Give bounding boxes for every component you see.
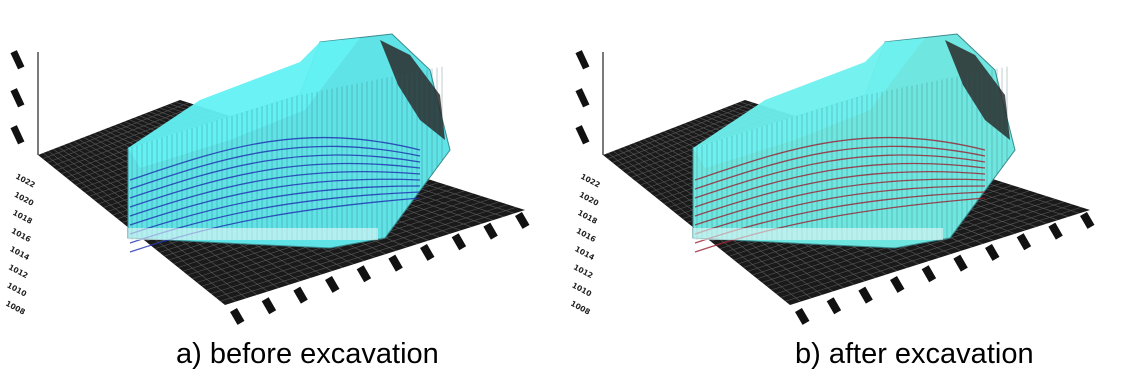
contour-lines <box>694 136 986 253</box>
y-tick-label: 1022 <box>14 172 37 190</box>
y-tick-label: 1022 <box>579 172 602 190</box>
figure-a: 1008 1010 1012 1014 1016 1018 1020 1022 a) befo… <box>0 0 560 380</box>
y-tick-label: 1016 <box>575 226 598 244</box>
y-tick-label: 1010 <box>570 281 593 299</box>
z-tick-label <box>575 88 590 108</box>
x-tick-mark <box>261 297 277 315</box>
terrain-top <box>128 38 360 168</box>
x-tick-mark <box>1048 222 1063 240</box>
x-tick-mark <box>293 286 308 304</box>
x-tick-mark <box>890 275 905 293</box>
y-tick-label: 1016 <box>10 226 33 244</box>
x-tick-mark <box>451 233 467 251</box>
x-tick-mark <box>483 222 498 240</box>
caption-a: a) before excavation <box>176 338 439 370</box>
x-tick-mark <box>230 307 245 325</box>
z-tick-label <box>575 50 590 70</box>
x-tick-mark <box>953 254 968 272</box>
y-tick-label: 1008 <box>569 299 592 317</box>
z-tick-label <box>10 88 25 108</box>
x-tick-mark <box>826 297 842 315</box>
x-tick-mark <box>1016 233 1032 251</box>
caption-b: b) after excavation <box>795 338 1034 370</box>
y-tick-label: 1018 <box>11 208 34 226</box>
excavation-face <box>380 40 445 140</box>
y-tick-label: 1018 <box>576 208 599 226</box>
excavation-face <box>945 40 1010 140</box>
x-tick-mark <box>858 286 873 304</box>
z-tick-label <box>10 125 25 145</box>
y-tick-label: 1014 <box>8 244 31 262</box>
terrain-base-edge <box>128 228 378 240</box>
x-tick-mark <box>388 254 403 272</box>
x-tick-mark <box>515 211 530 229</box>
x-tick-mark <box>795 307 810 325</box>
x-tick-mark <box>420 243 435 261</box>
y-tick-label: 1012 <box>7 263 30 281</box>
x-tick-mark <box>921 265 937 283</box>
y-tick-label: 1020 <box>13 190 36 208</box>
x-tick-mark <box>985 243 1000 261</box>
y-tick-label: 1008 <box>4 299 27 317</box>
x-tick-mark <box>1080 211 1095 229</box>
y-tick-label: 1010 <box>5 281 28 299</box>
z-tick-label <box>10 50 25 70</box>
terrain-top <box>693 38 925 168</box>
y-tick-label: 1012 <box>572 263 595 281</box>
figure-b: 1008 1010 1012 1014 1016 1018 1020 1022 b) afte… <box>560 0 1120 380</box>
x-tick-mark <box>356 265 372 283</box>
z-tick-label <box>575 125 590 145</box>
y-tick-label: 1020 <box>578 190 601 208</box>
terrain-base-edge <box>693 228 943 240</box>
x-tick-mark <box>325 275 340 293</box>
y-tick-label: 1014 <box>573 244 596 262</box>
